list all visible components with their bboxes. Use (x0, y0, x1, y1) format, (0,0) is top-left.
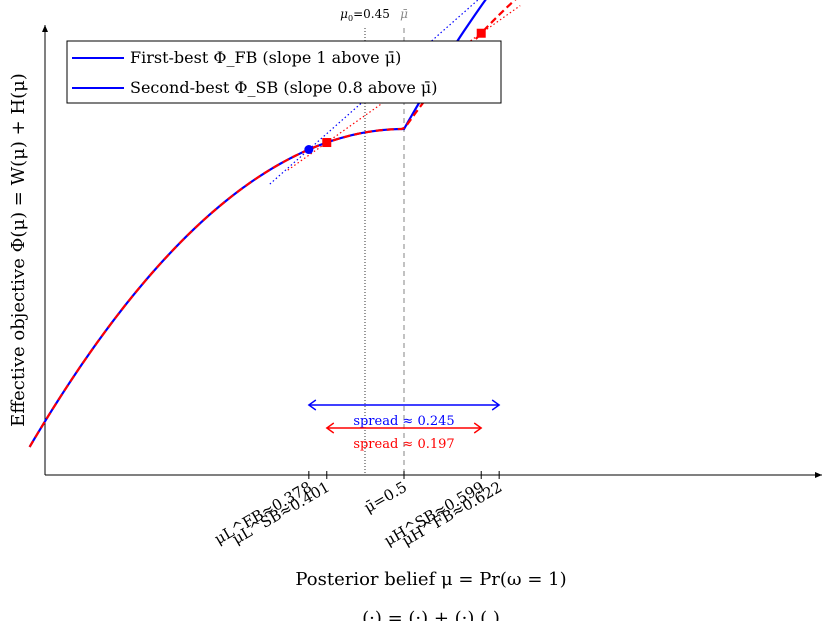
legend-box (66, 40, 502, 104)
point-sb-high (476, 28, 486, 38)
spread-arrow-fb: spread ≈ 0.245 (307, 399, 501, 429)
second-best-curve (28, 0, 517, 448)
legend-label-fb: First-best Φ_FB (slope 1 above μ̄) (130, 48, 401, 67)
caption-fragment: (·) = (·) + (·) ( ) (362, 608, 500, 621)
optimal-points (304, 28, 486, 155)
x-tick-label: μ̄=0.5 (361, 478, 410, 517)
legend: First-best Φ_FB (slope 1 above μ̄) Secon… (66, 40, 502, 104)
spread-annotations: spread ≈ 0.245 spread ≈ 0.197 (307, 399, 501, 452)
legend-label-sb: Second-best Φ_SB (slope 0.8 above μ̄) (130, 78, 438, 97)
spread-label-fb: spread ≈ 0.245 (353, 414, 454, 429)
prior-line-label: μ0=0.45 (340, 7, 390, 23)
spread-arrow-sb: spread ≈ 0.197 (325, 422, 483, 452)
point-fb-low (304, 145, 314, 155)
x-axis-arrowhead (815, 472, 822, 478)
y-axis-label: Effective objective Φ(μ) = W(μ) + H(μ) (8, 73, 29, 427)
x-axis-label: Posterior belief μ = Pr(ω = 1) (295, 569, 566, 590)
y-axis-arrowhead (42, 25, 48, 32)
threshold-line-label: μ̄ (400, 7, 408, 21)
point-sb-low (322, 138, 332, 148)
spread-label-sb: spread ≈ 0.197 (353, 437, 454, 452)
